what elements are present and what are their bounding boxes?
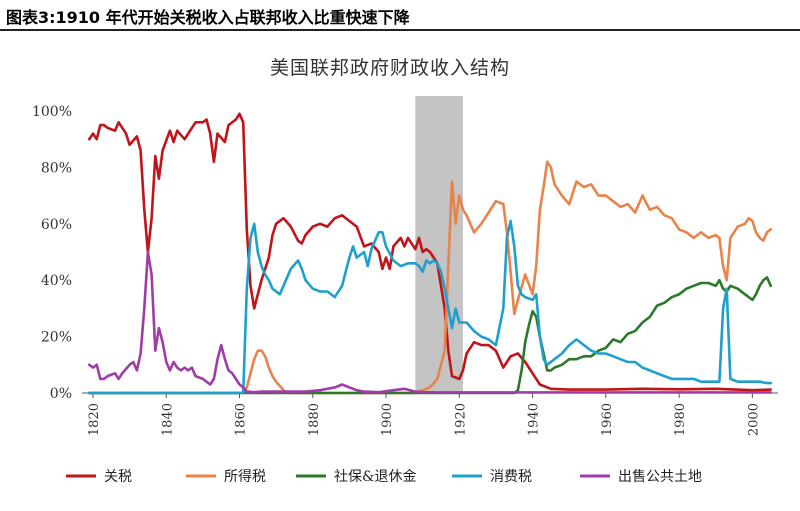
x-tick-label: 1840 — [160, 403, 175, 436]
shaded-period — [415, 96, 463, 393]
revenue-structure-chart: 美国联邦政府财政收入结构 0% 20% 40% 60% 80% 100% 1820 1840… — [32, 57, 778, 485]
series-line-1 — [88, 112, 772, 392]
x-axis: 1820 1840 1860 1880 1900 1920 1940 1960 1980 2000 — [82, 392, 778, 436]
figure-caption: 图表3:1910 年代开始关税收入占联邦收入比重快速下降 — [6, 8, 410, 27]
y-tick-label: 20% — [41, 330, 72, 346]
x-tick-label: 1980 — [673, 403, 688, 436]
series-line-5 — [88, 250, 772, 394]
y-tick-label: 0% — [50, 386, 72, 402]
legend-label-4: 消费税 — [490, 469, 532, 485]
x-tick-label: 1960 — [600, 403, 615, 436]
x-tick-label: 1860 — [234, 403, 249, 436]
y-tick-label: 80% — [41, 160, 72, 176]
legend-label-2: 所得税 — [224, 468, 266, 485]
x-tick-label: 1880 — [307, 403, 322, 436]
x-tick-label: 2000 — [746, 403, 761, 436]
header-divider — [0, 29, 800, 31]
x-tick-label: 1940 — [527, 403, 542, 436]
legend-label-1: 关税 — [104, 469, 132, 485]
series-line-4 — [88, 219, 772, 395]
y-axis-ticks: 0% 20% 40% 60% 80% 100% — [32, 104, 72, 402]
report-header: 图表3:1910 年代开始关税收入占联邦收入比重快速下降 — [0, 0, 800, 31]
legend-label-5: 出售公共土地 — [618, 469, 702, 485]
x-tick-label: 1900 — [380, 403, 395, 436]
y-tick-label: 40% — [41, 273, 72, 289]
y-tick-label: 60% — [41, 217, 72, 233]
legend-label-3: 社保&退休金 — [334, 469, 416, 485]
chart-title: 美国联邦政府财政收入结构 — [270, 57, 510, 79]
legend: 关税 所得税 社保&退休金 消费税 出售公共土地 — [66, 468, 702, 485]
y-tick-label: 100% — [32, 104, 72, 120]
x-tick-label: 1820 — [87, 403, 102, 436]
x-tick-label: 1920 — [453, 403, 468, 436]
series-layer — [88, 112, 772, 395]
